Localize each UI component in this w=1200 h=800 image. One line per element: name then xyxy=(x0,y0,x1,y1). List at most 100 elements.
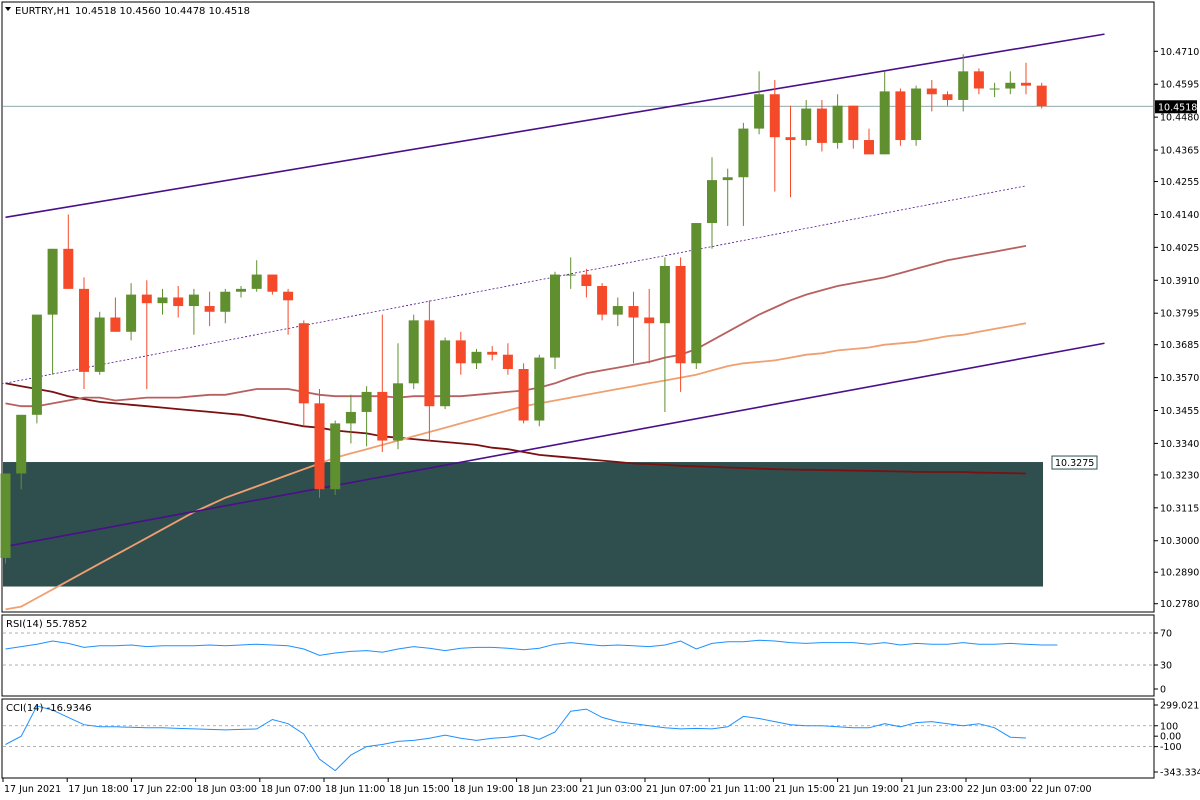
candle-bear xyxy=(644,288,655,364)
price-tick-label: 10.4365 xyxy=(1160,146,1199,157)
time-tick-label: 18 Jun 03:00 xyxy=(197,784,257,795)
candle-bull xyxy=(251,260,262,292)
candle-bull xyxy=(330,420,341,495)
candle-body xyxy=(220,291,231,312)
candle-body xyxy=(377,391,388,441)
candle-bear xyxy=(502,343,513,375)
candle-body xyxy=(79,288,89,372)
candle-body xyxy=(518,369,529,421)
candle-body xyxy=(550,274,560,358)
candle-bear xyxy=(487,346,498,361)
candle-bull xyxy=(236,286,246,298)
candle-body xyxy=(973,71,984,89)
support-zone xyxy=(3,462,1043,587)
candle-bull xyxy=(393,343,403,450)
candle-bear xyxy=(173,286,184,318)
price-tick-label: 10.2890 xyxy=(1160,568,1199,579)
dropdown-triangle-icon[interactable] xyxy=(5,7,11,11)
candle-bear xyxy=(314,389,325,498)
candle-body xyxy=(251,274,262,289)
candle-bear xyxy=(283,288,294,335)
candle-bear xyxy=(518,363,529,424)
candle-body xyxy=(926,88,937,95)
candle-bull xyxy=(188,288,199,335)
candle-bear xyxy=(424,300,435,441)
candle-bear xyxy=(1036,82,1047,109)
candle-bull xyxy=(958,54,969,112)
price-tick-label: 10.4480 xyxy=(1160,113,1199,124)
time-tick-label: 18 Jun 15:00 xyxy=(389,784,449,795)
candle-body xyxy=(16,414,27,474)
candle-body xyxy=(393,383,403,441)
candle-body xyxy=(816,108,827,143)
time-axis: 17 Jun 2021 17 Jun 18:00 17 Jun 22:00 18 Ju… xyxy=(2,778,1092,795)
price-tick-label: 10.3115 xyxy=(1160,503,1199,514)
candle-body xyxy=(612,306,623,315)
candle-body xyxy=(440,340,451,407)
candle-body xyxy=(832,105,843,143)
rsi-line xyxy=(5,639,1058,656)
candle-bull xyxy=(801,99,812,146)
candle-body xyxy=(769,94,780,138)
candle-bull xyxy=(126,283,137,341)
candle-bull xyxy=(0,473,11,564)
candle-body xyxy=(47,248,58,315)
candle-bull xyxy=(408,314,419,390)
candles xyxy=(0,54,1047,564)
candle-body xyxy=(644,317,655,324)
candle-bull xyxy=(911,85,922,146)
candle-body xyxy=(361,391,372,412)
rsi-panel[interactable] xyxy=(1,614,1155,697)
cci-label: CCI(14) -16.9346 xyxy=(6,703,92,714)
candle-body xyxy=(63,248,74,289)
price-tick-label: 10.3230 xyxy=(1160,470,1199,481)
candle-body xyxy=(801,108,812,141)
candle-body xyxy=(267,274,278,292)
time-tick-label: 21 Jun 15:00 xyxy=(774,784,834,795)
channel-lines xyxy=(0,33,1105,548)
zone-label-box: 10.3275 xyxy=(1051,455,1098,470)
candle-bull xyxy=(879,71,890,155)
candle-body xyxy=(659,265,670,324)
time-tick-label: 21 Jun 03:00 xyxy=(582,784,642,795)
candle-body xyxy=(204,306,215,312)
candle-body xyxy=(408,320,419,384)
candle-body xyxy=(283,291,294,301)
candle-bull xyxy=(220,288,231,324)
candle-bull xyxy=(47,248,58,375)
current-price-label: 10.4518 xyxy=(1158,102,1197,113)
candle-body xyxy=(989,88,1000,90)
candle-bear xyxy=(79,277,89,390)
channel-lower-line xyxy=(5,342,1105,548)
candle-bear xyxy=(926,79,937,112)
price-tick-label: 10.3910 xyxy=(1160,276,1199,287)
candle-bear xyxy=(63,214,74,289)
cci-tick-label: -100 xyxy=(1160,742,1182,753)
candle-body xyxy=(942,94,953,100)
candle-body xyxy=(754,94,765,129)
price-tick-label: 10.4025 xyxy=(1160,243,1199,254)
cci-line xyxy=(5,705,1027,772)
candle-bull xyxy=(94,311,105,375)
candle-bull xyxy=(345,394,356,444)
candle-body xyxy=(628,306,639,318)
price-tick-label: 10.3570 xyxy=(1160,373,1199,384)
price-tick-label: 10.4140 xyxy=(1160,210,1199,221)
cci-panel[interactable] xyxy=(1,698,1155,779)
candle-bear xyxy=(848,105,859,149)
price-axis: 10.4710 10.4595 10.4480 10.4365 10.4255 10.41… xyxy=(1154,47,1199,610)
candle-bear xyxy=(864,128,874,155)
candle-bull xyxy=(707,157,717,249)
candle-body xyxy=(0,473,11,558)
price-tick-label: 10.4255 xyxy=(1160,177,1199,188)
candle-body xyxy=(188,294,199,307)
candle-bull xyxy=(612,297,623,327)
ohlc-header: 10.4518 10.4560 10.4478 10.4518 xyxy=(75,6,250,17)
candle-bull xyxy=(31,314,42,424)
candle-bull xyxy=(691,223,702,370)
rsi-tick-label: 30 xyxy=(1160,661,1172,672)
rsi-label: RSI(14) 55.7852 xyxy=(6,619,87,630)
candle-body xyxy=(785,137,796,141)
